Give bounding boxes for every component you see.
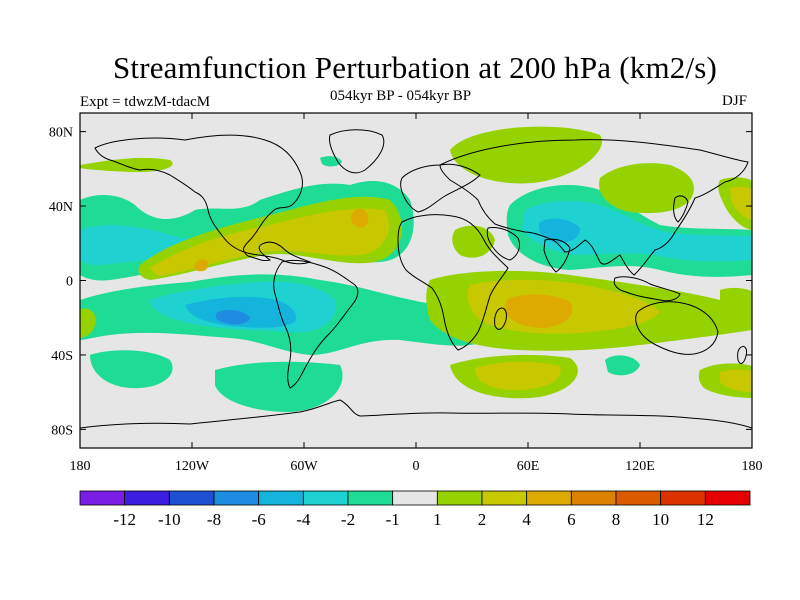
coast-north-america bbox=[94, 134, 312, 265]
lat-tick-label: 0 bbox=[66, 275, 73, 290]
colorbar-label: 10 bbox=[652, 510, 669, 529]
lon-tick-label: 120W bbox=[175, 459, 210, 474]
colorbar-label: -1 bbox=[386, 510, 400, 529]
contour-io-pos4 bbox=[505, 294, 573, 328]
lat-tick-label: 40N bbox=[49, 200, 73, 215]
experiment-label: Expt = tdwzM-tdacM bbox=[80, 94, 211, 110]
colorbar-swatch bbox=[168, 490, 215, 506]
coast-antarctica bbox=[80, 399, 752, 429]
coast-africa bbox=[397, 214, 509, 351]
contour-trop-pos1-far-east bbox=[720, 287, 752, 315]
coast-maritime bbox=[613, 276, 681, 302]
lat-tick-label: 40S bbox=[51, 349, 73, 364]
coast-greenland bbox=[329, 129, 385, 174]
colorbar-swatch bbox=[213, 490, 260, 506]
plot-subtitle: 054kyr BP - 054kyr BP bbox=[330, 88, 472, 104]
colorbar: -12 -10 -8 -6 -4 -2 -1 1 2 4 6 8 10 12 bbox=[79, 490, 751, 529]
contour-asia-neg2 bbox=[522, 200, 752, 262]
contour-sh-pos2-east bbox=[720, 369, 752, 392]
colorbar-swatch bbox=[124, 490, 170, 506]
colorbar-label: -10 bbox=[158, 510, 181, 529]
contour-trop-pos4-b bbox=[194, 259, 209, 272]
colorbar-swatch bbox=[615, 490, 662, 506]
colorbar-swatch bbox=[302, 490, 349, 506]
plot-title: Streamfunction Perturbation at 200 hPa (… bbox=[112, 50, 718, 85]
colorbar-label: 8 bbox=[612, 510, 621, 529]
contour-sam-neg6 bbox=[215, 310, 250, 325]
colorbar-swatch bbox=[481, 490, 528, 506]
lon-tick-label: 0 bbox=[413, 459, 420, 474]
season-label: DJF bbox=[722, 93, 748, 109]
colorbar-swatch bbox=[704, 490, 751, 506]
contour-sio-neg1 bbox=[605, 355, 640, 376]
colorbar-label: -8 bbox=[207, 510, 221, 529]
axis-ticks: 80N 40N 0 40S 80S 180 120W 60W 0 60E 120E 180 bbox=[49, 113, 763, 474]
colorbar-swatch bbox=[660, 490, 706, 506]
colorbar-label: -4 bbox=[296, 510, 311, 529]
contour-trop-pos4-a bbox=[351, 208, 369, 228]
colorbar-swatch bbox=[79, 490, 126, 506]
coast-arabia bbox=[486, 227, 521, 261]
contour-pac-pos1-east bbox=[599, 163, 694, 214]
contour-asia-neg4 bbox=[538, 218, 580, 243]
coast-eurasia bbox=[439, 139, 749, 276]
colorbar-swatch bbox=[392, 490, 438, 506]
colorbar-label: -6 bbox=[252, 510, 266, 529]
coast-india bbox=[543, 238, 571, 273]
lat-tick-label: 80S bbox=[51, 423, 73, 438]
colorbar-label: 6 bbox=[567, 510, 576, 529]
contour-np-pos2 bbox=[730, 186, 752, 220]
colorbar-label: -12 bbox=[113, 510, 136, 529]
coastlines bbox=[80, 129, 752, 429]
colorbar-swatch bbox=[258, 490, 304, 506]
lon-tick-label: 120E bbox=[625, 459, 655, 474]
contour-sh-pos1-west bbox=[80, 308, 96, 338]
colorbar-label: 1 bbox=[433, 510, 442, 529]
colorbar-swatch bbox=[347, 490, 394, 506]
colorbar-swatch bbox=[526, 490, 572, 506]
colorbar-label: 4 bbox=[522, 510, 531, 529]
contour-so-neg1 bbox=[90, 350, 173, 389]
coast-south-america bbox=[273, 259, 359, 389]
colorbar-label: -2 bbox=[341, 510, 355, 529]
colorbar-label: 2 bbox=[478, 510, 487, 529]
coast-new-zealand bbox=[737, 345, 747, 364]
lon-tick-label: 60W bbox=[290, 459, 318, 474]
map-panel: 80N 40N 0 40S 80S 180 120W 60W 0 60E 120E 180 bbox=[49, 112, 763, 474]
lat-tick-label: 80N bbox=[49, 126, 73, 141]
coast-madagascar bbox=[494, 307, 507, 330]
lon-tick-label: 180 bbox=[742, 459, 763, 474]
contour-arctic-pos1 bbox=[450, 126, 602, 184]
contour-sio-pos2 bbox=[475, 361, 561, 390]
colorbar-label: 12 bbox=[697, 510, 714, 529]
coast-japan bbox=[673, 195, 689, 223]
colorbar-swatch bbox=[436, 490, 483, 506]
lon-tick-label: 60E bbox=[517, 459, 540, 474]
lon-tick-label: 180 bbox=[70, 459, 91, 474]
contour-arctic-pos1-b bbox=[80, 157, 173, 173]
colorbar-swatch bbox=[570, 490, 617, 506]
coast-australia bbox=[635, 301, 719, 355]
contour-so-neg1-b bbox=[215, 361, 343, 412]
contour-io-pos1-north bbox=[452, 225, 495, 258]
